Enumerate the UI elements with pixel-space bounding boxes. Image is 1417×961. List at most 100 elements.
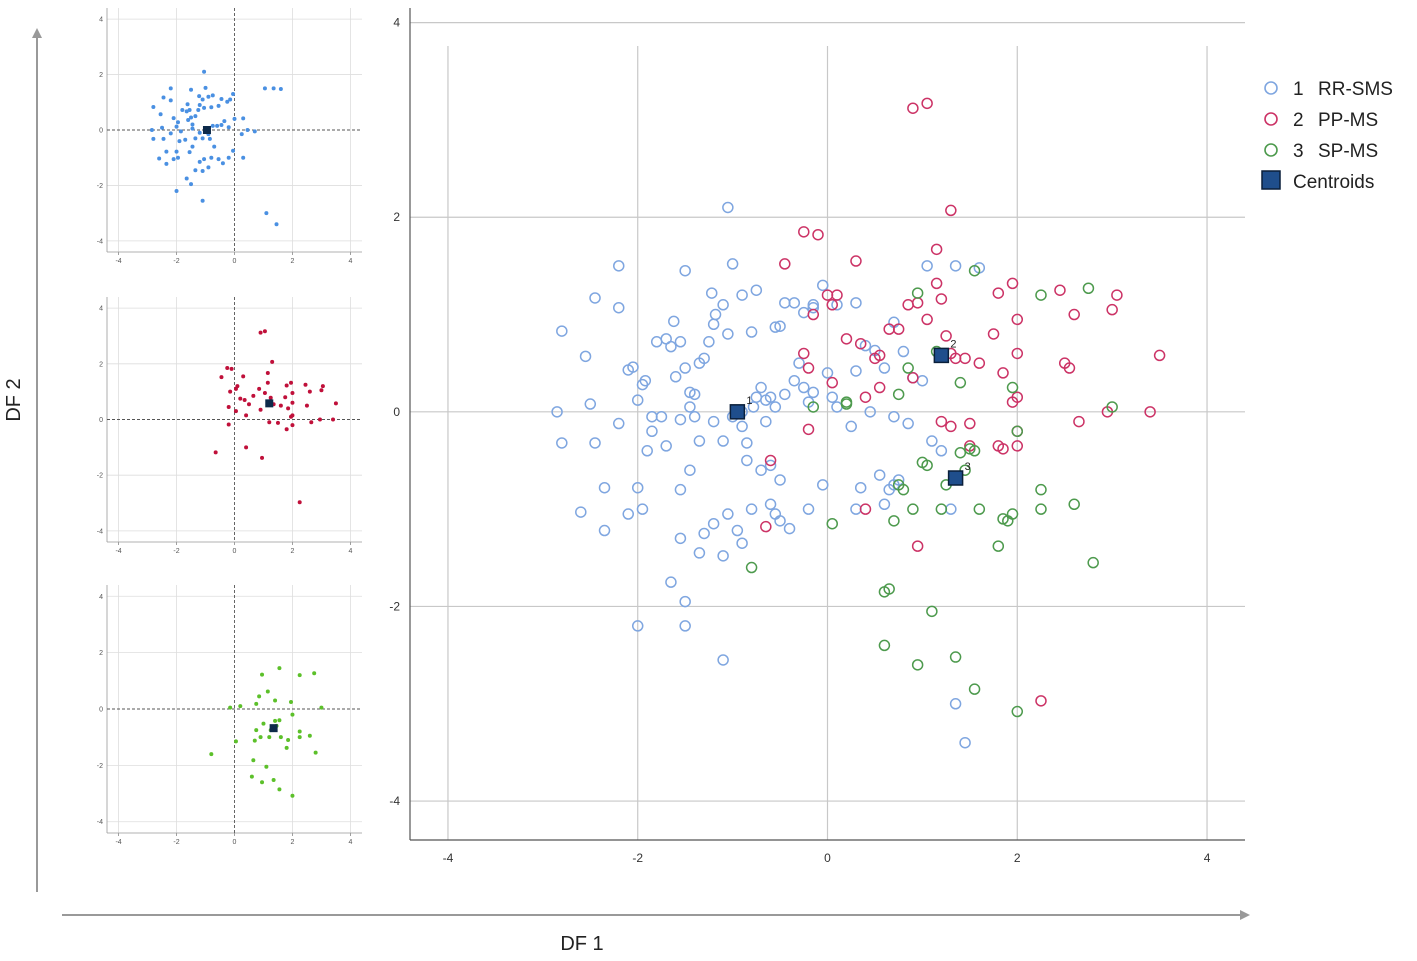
point-pp-ms xyxy=(1006,277,1019,290)
point-sp-ms xyxy=(954,446,967,459)
small-point xyxy=(174,149,179,154)
point-rr-sms xyxy=(779,388,791,401)
small-point xyxy=(307,733,312,738)
point-sp-ms xyxy=(1006,381,1019,394)
point-pp-ms xyxy=(940,330,952,342)
small-y-tick-label: -2 xyxy=(97,473,103,480)
point-rr-sms xyxy=(622,508,634,520)
point-rr-sms xyxy=(707,318,720,331)
small-point xyxy=(242,398,247,403)
small-point xyxy=(174,189,179,193)
point-rr-sms xyxy=(750,284,763,296)
point-sp-ms xyxy=(926,605,938,618)
small-y-tick-label: 4 xyxy=(99,594,103,601)
point-rr-sms xyxy=(688,388,701,401)
point-rr-sms xyxy=(878,362,891,374)
point-rr-sms xyxy=(688,410,701,423)
small-point xyxy=(278,403,283,408)
point-pp-ms xyxy=(873,349,886,362)
point-pp-ms xyxy=(935,293,948,305)
point-rr-sms xyxy=(788,297,801,309)
point-rr-sms xyxy=(831,401,843,413)
point-rr-sms xyxy=(641,445,653,457)
small-point xyxy=(158,112,163,117)
small-point xyxy=(193,136,198,141)
point-rr-sms xyxy=(627,361,639,373)
small-point xyxy=(260,455,265,460)
point-rr-sms xyxy=(669,371,682,383)
small-point xyxy=(151,136,156,141)
point-rr-sms xyxy=(684,464,696,476)
point-rr-sms xyxy=(888,410,900,423)
small-point xyxy=(261,721,266,726)
point-rr-sms xyxy=(613,260,625,272)
point-sp-ms xyxy=(973,503,986,515)
centroid-marker xyxy=(729,404,746,420)
centroid-label: 2 xyxy=(950,338,956,350)
small-point xyxy=(289,699,294,704)
point-rr-sms xyxy=(551,406,563,418)
x-axis-title: DF 1 xyxy=(560,933,603,955)
small-point xyxy=(262,391,267,396)
small-point xyxy=(284,427,289,432)
point-rr-sms xyxy=(747,401,760,413)
point-rr-sms xyxy=(807,386,820,399)
point-sp-ms xyxy=(911,659,924,671)
point-rr-sms xyxy=(717,435,729,447)
point-pp-ms xyxy=(1153,349,1166,362)
small-point xyxy=(264,764,269,769)
small-point xyxy=(271,86,276,91)
small-point xyxy=(225,365,230,370)
point-rr-sms xyxy=(798,381,810,394)
small-point xyxy=(258,407,263,412)
small-point xyxy=(161,95,166,100)
small-point xyxy=(202,157,207,162)
main-y-tick-label: 2 xyxy=(393,210,400,224)
point-rr-sms xyxy=(636,503,649,515)
small-point xyxy=(219,123,224,128)
small-point xyxy=(267,735,272,740)
small-x-tick-label: -4 xyxy=(115,548,121,555)
small-point xyxy=(209,752,214,757)
point-sp-ms xyxy=(1035,289,1047,301)
point-rr-sms xyxy=(613,417,625,430)
point-rr-sms xyxy=(613,301,625,314)
point-sp-ms xyxy=(968,264,981,277)
point-rr-sms xyxy=(731,524,744,537)
small-point xyxy=(175,155,180,160)
small-x-tick-label: -2 xyxy=(173,258,179,265)
point-pp-ms xyxy=(1011,391,1024,403)
point-rr-sms xyxy=(674,336,687,348)
point-rr-sms xyxy=(745,326,758,338)
legend-label-rr-sms: RR-SMS xyxy=(1318,79,1393,100)
point-pp-ms xyxy=(902,299,914,311)
point-rr-sms xyxy=(598,524,611,537)
point-sp-ms xyxy=(949,651,962,663)
point-pp-ms xyxy=(1144,406,1156,418)
point-pp-ms xyxy=(973,357,986,369)
small-point xyxy=(190,122,195,127)
point-sp-ms xyxy=(878,586,891,598)
main-x-tick-label: 0 xyxy=(824,851,831,865)
small-point xyxy=(265,380,270,385)
point-rr-sms xyxy=(741,454,753,467)
point-rr-sms xyxy=(926,435,938,447)
small-y-tick-label: 4 xyxy=(99,306,103,313)
small-point xyxy=(274,222,279,227)
small-point xyxy=(297,729,302,734)
point-pp-ms xyxy=(907,102,919,114)
small-point xyxy=(244,413,249,418)
small-centroid-marker xyxy=(269,724,278,733)
small-point xyxy=(186,118,191,123)
small-point xyxy=(168,86,173,91)
small-point xyxy=(252,129,257,134)
main-scatter-plot: -4 -2 0 2 4 -4 -2 0 2 4 1 2 3 xyxy=(389,8,1245,865)
small-point xyxy=(290,423,295,428)
point-rr-sms xyxy=(854,481,867,494)
point-pp-ms xyxy=(1106,303,1118,316)
point-sp-ms xyxy=(954,376,967,389)
main-y-tick-label: 0 xyxy=(393,405,400,419)
point-rr-sms xyxy=(850,503,862,515)
small-x-tick-label: -2 xyxy=(173,839,179,846)
main-x-tick-label: -4 xyxy=(443,851,454,865)
